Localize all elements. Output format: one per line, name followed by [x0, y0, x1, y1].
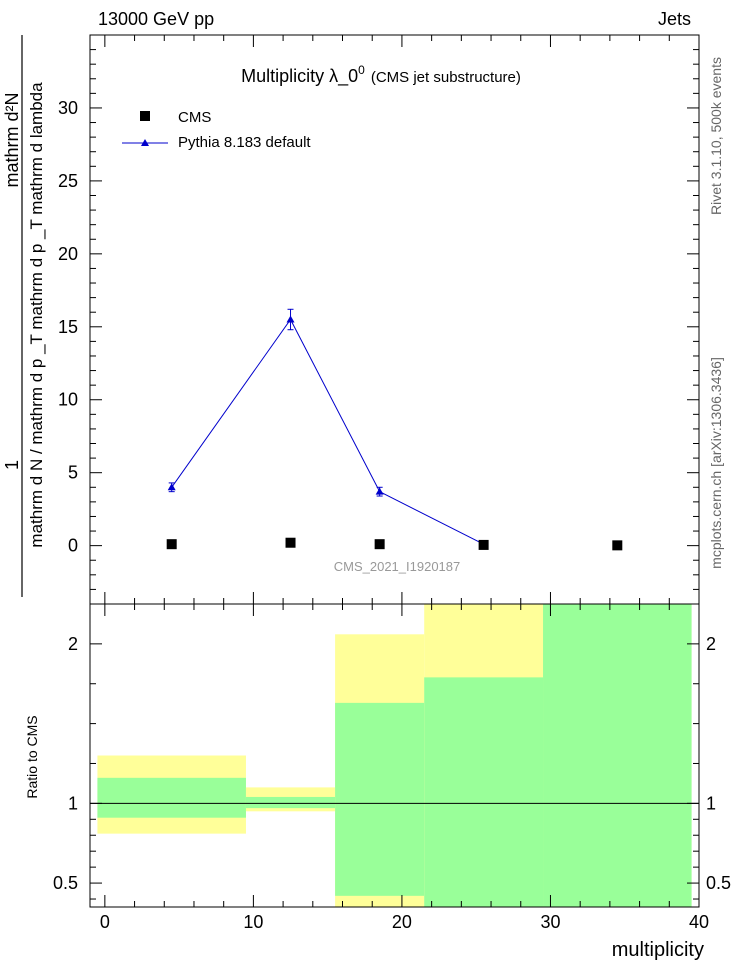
ylabel-denominator: mathrm d N / mathrm d p _T mathrm d p _T… — [27, 82, 46, 548]
legend-label-pythia: Pythia 8.183 default — [178, 134, 311, 151]
category-label: Jets — [658, 9, 691, 29]
y-tick-label: 0 — [68, 536, 78, 556]
ratio-ylabel: Ratio to CMS — [24, 715, 40, 798]
pythia-line — [171, 318, 484, 545]
ratio-band-inner — [245, 796, 336, 809]
ylabel-top: mathrm d²N — [2, 92, 22, 187]
lower-frame — [89, 603, 700, 908]
x-tick-label: 10 — [243, 912, 263, 932]
y-tick-label: 20 — [58, 244, 78, 264]
ratio-band-inner — [424, 677, 544, 907]
pythia-point — [375, 487, 384, 495]
pythia-point — [286, 315, 295, 323]
analysis-watermark: CMS_2021_I1920187 — [334, 559, 461, 574]
pythia-point — [167, 483, 176, 491]
cms-point — [478, 539, 489, 550]
legend-label-cms: CMS — [178, 109, 211, 126]
x-tick-label: 0 — [100, 912, 110, 932]
y-tick-label: 25 — [58, 171, 78, 191]
cms-point — [374, 539, 385, 550]
ratio-y-tick-label: 1 — [68, 793, 78, 813]
x-tick-label: 40 — [689, 912, 709, 932]
ratio-bands — [90, 604, 699, 907]
x-tick-label: 30 — [540, 912, 560, 932]
ratio-band-inner — [97, 777, 246, 818]
y-tick-label: 15 — [58, 317, 78, 337]
ratio-y-tick-label: 2 — [68, 634, 78, 654]
ylabel-numerator: 1 — [2, 460, 22, 470]
legend-marker-cms — [140, 111, 150, 121]
y-tick-label: 10 — [58, 390, 78, 410]
xlabel: multiplicity — [612, 939, 704, 961]
ratio-band-inner — [335, 702, 425, 896]
chart-title: Multiplicity λ_00 (CMS jet substructure) — [241, 63, 521, 87]
ratio-band-inner — [543, 604, 692, 907]
legend-marker-pythia — [141, 139, 149, 146]
cms-point — [166, 539, 177, 550]
cms-point — [612, 540, 623, 551]
ratio-y-tick-label-right: 0.5 — [706, 873, 731, 893]
cms-point — [285, 537, 296, 548]
ratio-y-tick-label-right: 2 — [706, 634, 716, 654]
x-tick-label: 20 — [392, 912, 412, 932]
mcplots-source-label: mcplots.cern.ch [arXiv:1306.3436] — [708, 357, 724, 569]
ratio-y-tick-label-right: 1 — [706, 793, 716, 813]
y-tick-label: 5 — [68, 463, 78, 483]
energy-label: 13000 GeV pp — [98, 9, 214, 29]
ratio-y-tick-label: 0.5 — [53, 873, 78, 893]
y-tick-label: 30 — [58, 98, 78, 118]
rivet-version-label: Rivet 3.1.10, 500k events — [708, 57, 724, 215]
